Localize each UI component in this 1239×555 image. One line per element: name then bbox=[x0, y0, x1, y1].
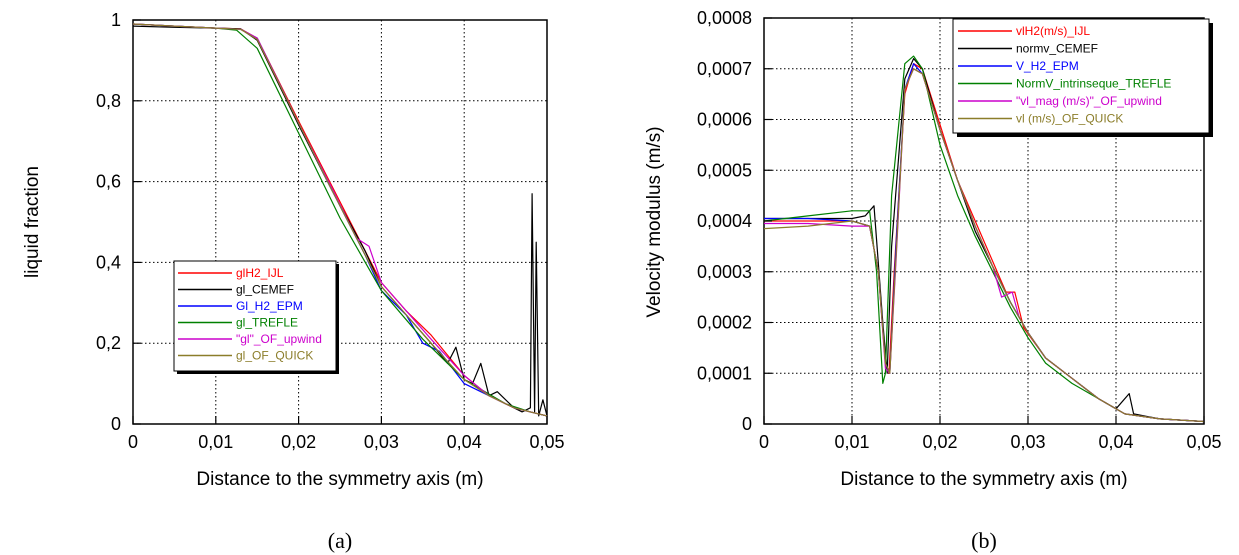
chart-b-x-ticks: 0 0,01 0,02 0,03 0,04 0,05 bbox=[759, 416, 1222, 452]
chart-b-x-axis-label: Distance to the symmetry axis (m) bbox=[840, 469, 1127, 490]
chart-b-x-tick-label: 0,01 bbox=[834, 432, 869, 452]
chart-b-legend-label: V_H2_EPM bbox=[1016, 59, 1079, 73]
chart-b-legend: vlH2(m/s)_IJL normv_CEMEF V_H2_EPM NormV_in… bbox=[952, 18, 1213, 137]
chart-a-x-axis-label: Distance to the symmetry axis (m) bbox=[196, 469, 483, 490]
chart-a-series bbox=[132, 23, 548, 417]
chart-b-x-tick-label: 0 bbox=[759, 432, 769, 452]
chart-b-y-tick-label: 0,0006 bbox=[697, 110, 752, 130]
chart-a-caption: (a) bbox=[328, 528, 352, 553]
chart-a: 0 0,01 0,02 0,03 0,04 0,05 0 0,2 0,4 0,6 0,8 1 Dis… bbox=[22, 10, 565, 553]
chart-a-legend-box bbox=[173, 260, 337, 372]
chart-a-legend: glH2_IJL gl_CEMEF Gl_H2_EPM gl_TREFLE "gl"_O… bbox=[173, 260, 339, 374]
chart-a-y-tick-label: 0,8 bbox=[96, 91, 121, 111]
chart-a-legend-label: gl_CEMEF bbox=[236, 283, 294, 297]
chart-b-legend-label: NormV_intrinseque_TREFLE bbox=[1016, 77, 1171, 91]
chart-a-x-ticks: 0 0,01 0,02 0,03 0,04 0,05 bbox=[128, 416, 565, 452]
chart-a-y-tick-label: 1 bbox=[111, 10, 121, 30]
chart-a-y-tick-label: 0,2 bbox=[96, 333, 121, 353]
chart-b-y-tick-label: 0,0003 bbox=[697, 262, 752, 282]
chart-a-legend-label: Gl_H2_EPM bbox=[236, 299, 303, 313]
chart-b-caption: (b) bbox=[971, 528, 997, 553]
chart-a-x-tick-label: 0 bbox=[128, 432, 138, 452]
chart-a-x-tick-label: 0,05 bbox=[529, 432, 564, 452]
chart-a-legend-label: gl_OF_QUICK bbox=[236, 349, 313, 363]
chart-b-series bbox=[763, 55, 1205, 423]
chart-b-legend-items: vlH2(m/s)_IJL normv_CEMEF V_H2_EPM NormV_in… bbox=[958, 24, 1171, 126]
chart-a-y-axis-label: liquid fraction bbox=[22, 166, 43, 278]
chart-a-x-tick-label: 0,02 bbox=[281, 432, 316, 452]
chart-a-series-6-line bbox=[132, 23, 548, 417]
chart-a-y-tick-label: 0 bbox=[111, 414, 121, 434]
chart-b-series-6-line bbox=[763, 68, 1205, 423]
chart-b-legend-label: "vl_mag (m/s)"_OF_upwind bbox=[1016, 94, 1162, 108]
chart-a-legend-label: gl_TREFLE bbox=[236, 316, 298, 330]
chart-a-legend-label: "gl"_OF_upwind bbox=[236, 332, 322, 346]
chart-b-legend-label: vlH2(m/s)_IJL bbox=[1016, 24, 1090, 38]
chart-b-legend-label: normv_CEMEF bbox=[1016, 42, 1098, 56]
chart-b-x-tick-label: 0,02 bbox=[922, 432, 957, 452]
chart-a-x-tick-label: 0,04 bbox=[447, 432, 482, 452]
chart-b-x-tick-label: 0,04 bbox=[1098, 432, 1133, 452]
chart-b-x-tick-label: 0,05 bbox=[1186, 432, 1221, 452]
chart-b-y-axis-label: Velocity modulus (m/s) bbox=[644, 126, 665, 317]
chart-b-y-tick-label: 0,0002 bbox=[697, 313, 752, 333]
chart-b-x-tick-label: 0,03 bbox=[1010, 432, 1045, 452]
chart-b: 0 0,01 0,02 0,03 0,04 0,05 0 0,0001 0,0002 0,000… bbox=[644, 8, 1222, 553]
chart-a-y-ticks: 0 0,2 0,4 0,6 0,8 1 bbox=[96, 10, 141, 434]
chart-a-x-tick-label: 0,01 bbox=[198, 432, 233, 452]
chart-b-y-ticks: 0 0,0001 0,0002 0,0003 0,0004 0,0005 0,0006 0,0… bbox=[697, 8, 772, 434]
chart-a-y-tick-label: 0,4 bbox=[96, 252, 121, 272]
chart-a-legend-label: glH2_IJL bbox=[236, 266, 284, 280]
chart-b-y-tick-label: 0,0001 bbox=[697, 363, 752, 383]
chart-a-x-tick-label: 0,03 bbox=[364, 432, 399, 452]
chart-b-legend-box bbox=[952, 18, 1210, 134]
chart-b-y-tick-label: 0,0008 bbox=[697, 8, 752, 28]
chart-b-y-tick-label: 0 bbox=[742, 414, 752, 434]
chart-b-y-tick-label: 0,0007 bbox=[697, 59, 752, 79]
chart-a-legend-items: glH2_IJL gl_CEMEF Gl_H2_EPM gl_TREFLE "gl"_O… bbox=[178, 266, 322, 363]
chart-b-y-tick-label: 0,0005 bbox=[697, 160, 752, 180]
chart-a-y-tick-label: 0,6 bbox=[96, 172, 121, 192]
chart-b-legend-label: vl (m/s)_OF_QUICK bbox=[1016, 112, 1123, 126]
chart-b-y-tick-label: 0,0004 bbox=[697, 211, 752, 231]
